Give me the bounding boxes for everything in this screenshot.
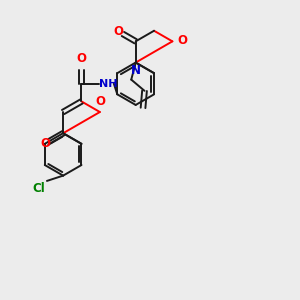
Text: O: O xyxy=(41,137,51,150)
Text: O: O xyxy=(95,94,105,108)
Text: O: O xyxy=(76,52,86,65)
Text: N: N xyxy=(131,64,141,77)
Text: O: O xyxy=(177,34,187,47)
Text: Cl: Cl xyxy=(33,182,46,195)
Text: O: O xyxy=(114,25,124,38)
Text: NH: NH xyxy=(99,79,118,89)
